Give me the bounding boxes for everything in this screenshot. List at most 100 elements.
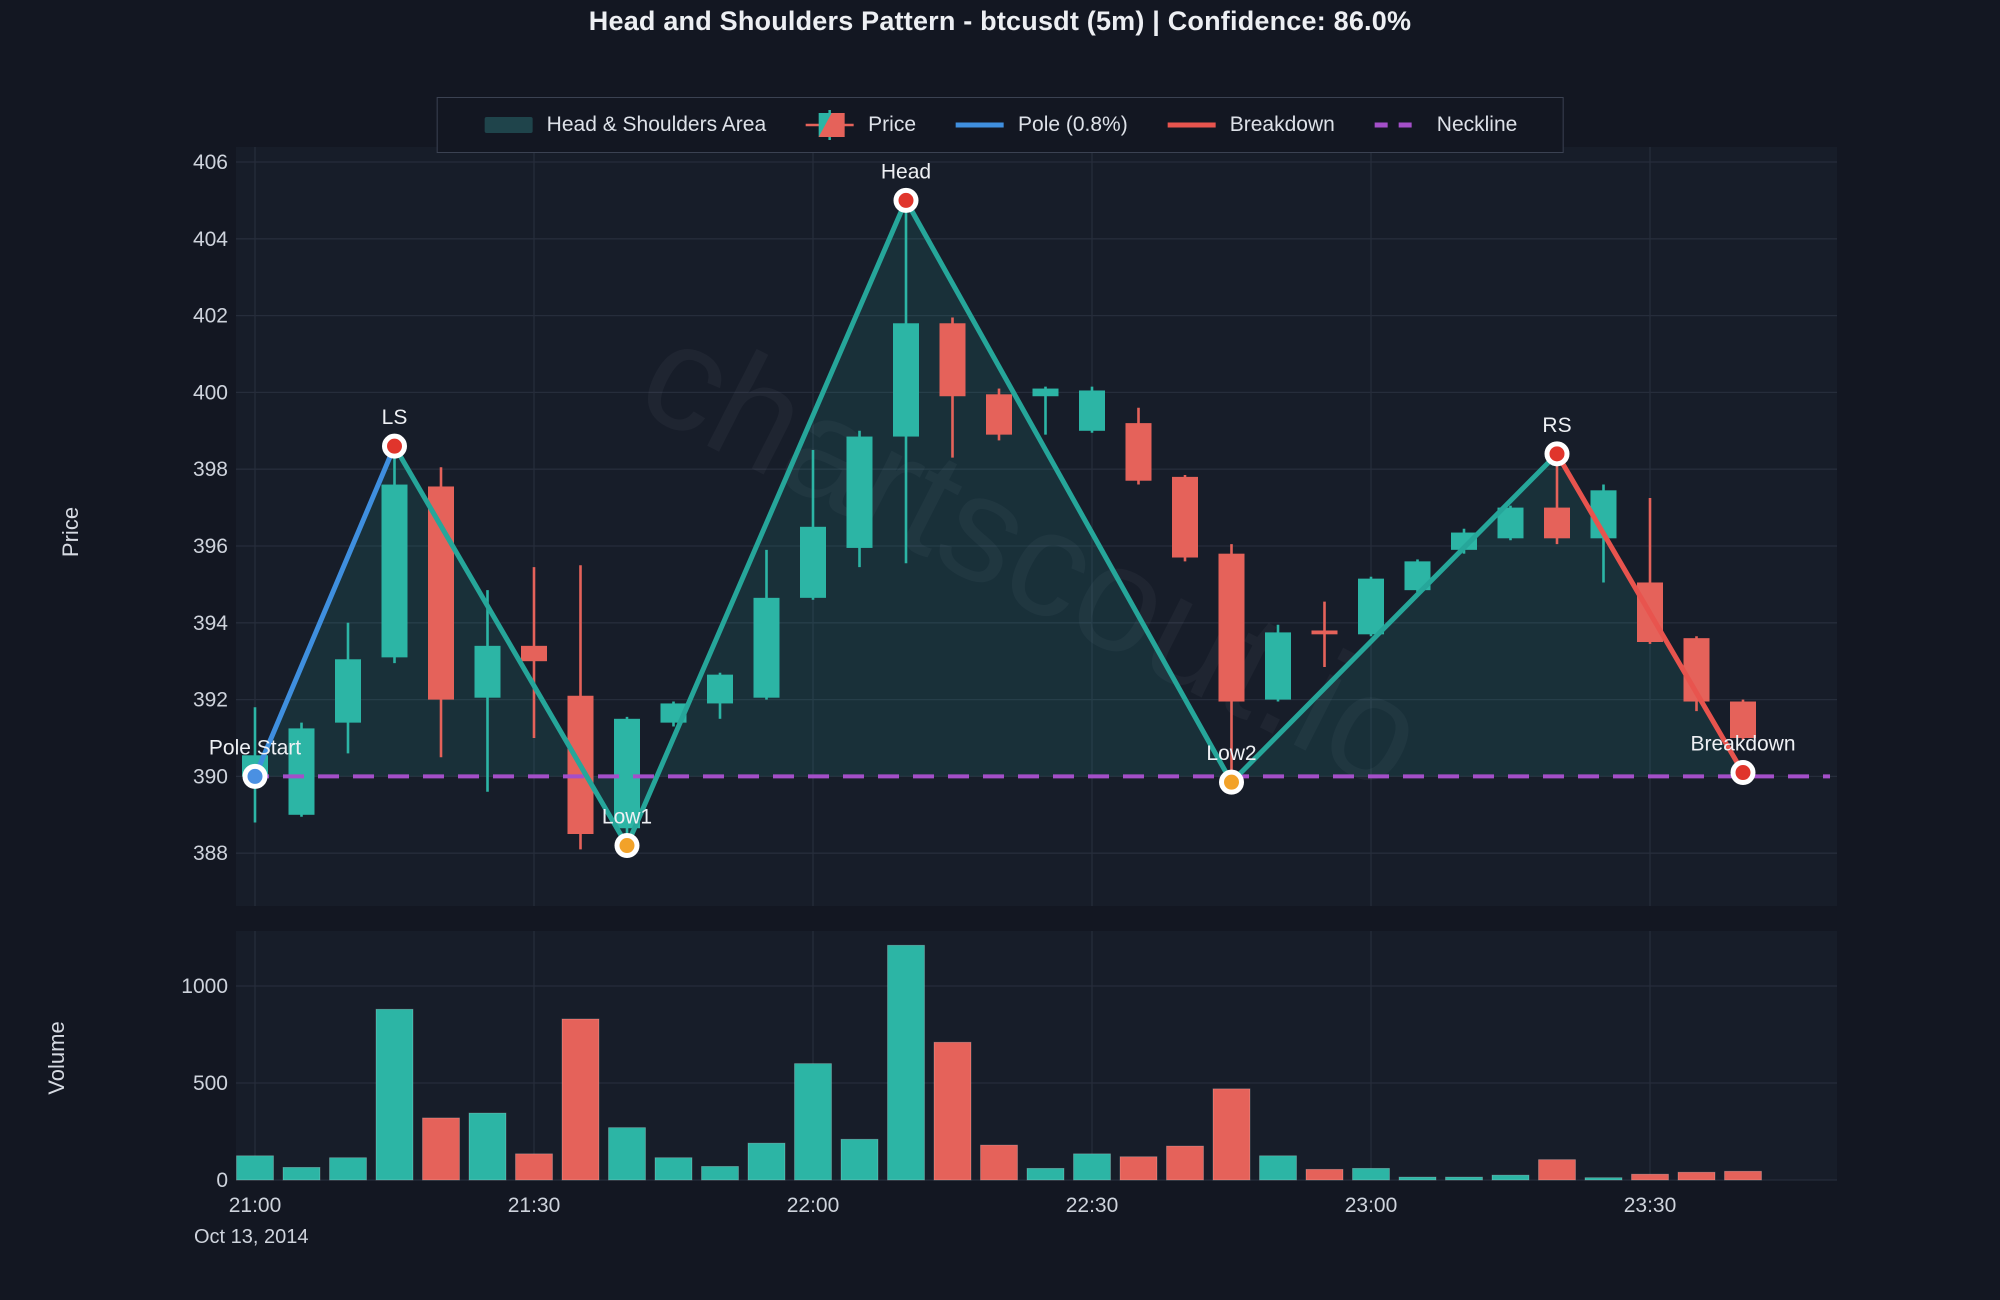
area-swatch-icon	[484, 117, 533, 133]
volume-bar	[1212, 1088, 1251, 1181]
legend-item-breakdown[interactable]: Breakdown	[1166, 113, 1335, 137]
volume-bar	[1445, 1176, 1483, 1181]
svg-text:390: 390	[193, 765, 228, 788]
annotation-low2: Low2	[1206, 742, 1256, 765]
svg-text:392: 392	[193, 689, 228, 712]
marker-low1[interactable]	[614, 833, 640, 859]
marker-low2[interactable]	[1219, 769, 1244, 795]
legend-label: Head & Shoulders Area	[546, 113, 767, 136]
candle-body	[474, 645, 501, 698]
volume-bar	[654, 1157, 693, 1181]
legend-label: Pole (0.8%)	[1018, 113, 1128, 136]
volume-bars[interactable]	[236, 944, 1762, 1181]
candle-body	[1032, 388, 1059, 397]
annotation-low1: Low1	[602, 806, 652, 829]
candlestick-swatch-icon	[806, 110, 855, 140]
volume-bar	[375, 1008, 414, 1181]
volume-axis-title: Volume	[44, 1021, 69, 1094]
volume-bar	[747, 1142, 786, 1181]
volume-bar	[561, 1018, 600, 1181]
candle-body	[753, 597, 780, 698]
svg-text:396: 396	[193, 535, 228, 558]
volume-bar	[1073, 1153, 1111, 1181]
volume-bar	[1491, 1174, 1530, 1181]
marker-pole-start[interactable]	[242, 763, 268, 789]
volume-bar	[1352, 1167, 1390, 1181]
pole-line	[252, 443, 397, 779]
candle-body	[614, 718, 640, 829]
legend-item-head-shoulders-area[interactable]: Head & Shoulders Area	[483, 113, 766, 137]
svg-text:402: 402	[193, 305, 228, 328]
volume-bar	[1631, 1173, 1669, 1181]
volume-bar	[1677, 1171, 1716, 1181]
time-axis-labels: 21:00 21:30 22:00 22:30 23:00 23:30	[229, 1194, 1677, 1217]
candle-body	[1265, 632, 1291, 700]
marker-head[interactable]	[893, 187, 919, 213]
head-shoulders-area	[255, 200, 1743, 846]
annotation-rs: RS	[1542, 414, 1571, 437]
volume-bar	[468, 1112, 507, 1181]
marker-breakdown[interactable]	[1730, 760, 1756, 786]
svg-text:23:00: 23:00	[1345, 1194, 1398, 1217]
candle-body	[1125, 423, 1152, 481]
volume-axis-labels: 1000 500 0	[181, 975, 228, 1192]
price-plot-bg[interactable]	[236, 147, 1837, 906]
volume-bar	[887, 944, 925, 1181]
svg-text:22:00: 22:00	[787, 1194, 840, 1217]
marker-rs[interactable]	[1544, 441, 1570, 467]
svg-text:388: 388	[193, 842, 228, 865]
line-swatch-icon	[1167, 122, 1216, 128]
candle-body	[521, 645, 547, 662]
legend-item-pole[interactable]: Pole (0.8%)	[954, 113, 1128, 137]
candle-body	[428, 486, 454, 700]
annotation-breakdown: Breakdown	[1690, 733, 1795, 756]
svg-text:21:00: 21:00	[229, 1194, 282, 1217]
volume-bar	[1305, 1168, 1344, 1181]
candle-body	[335, 659, 361, 723]
legend-item-neckline[interactable]: Neckline	[1373, 113, 1518, 137]
legend-label: Neckline	[1436, 113, 1518, 136]
volume-bar	[515, 1153, 553, 1181]
volume-bar	[282, 1166, 321, 1181]
candles[interactable]	[242, 211, 1756, 850]
marker-ls[interactable]	[382, 433, 407, 459]
annotation-head: Head	[881, 160, 931, 183]
volume-bar	[1259, 1155, 1297, 1181]
candle-body	[846, 436, 873, 548]
price-axis-labels: 406 404 402 400 398 396 394 392 390 388	[193, 151, 228, 865]
volume-bar	[1119, 1156, 1158, 1181]
svg-text:0: 0	[216, 1169, 228, 1192]
svg-text:394: 394	[193, 612, 228, 635]
candle-body	[893, 323, 919, 437]
volume-bar	[1026, 1167, 1065, 1181]
candle-body	[939, 323, 966, 397]
volume-bar	[1724, 1170, 1762, 1181]
volume-bar	[329, 1157, 367, 1181]
volume-bar	[840, 1138, 879, 1181]
date-label: Oct 13, 2014	[194, 1226, 309, 1248]
annotation-ls: LS	[382, 406, 408, 429]
volume-bar	[933, 1041, 972, 1181]
volume-bar	[1398, 1176, 1437, 1181]
candle-body	[1358, 578, 1384, 635]
svg-text:398: 398	[193, 458, 228, 481]
price-axis-title: Price	[58, 507, 83, 557]
candle-body	[1544, 507, 1570, 539]
volume-bar	[236, 1155, 274, 1181]
legend: Head & Shoulders Area Price Pole (0.8%) Br…	[436, 97, 1564, 153]
legend-item-price[interactable]: Price	[804, 108, 916, 142]
breakdown-line	[1554, 451, 1746, 776]
svg-text:23:30: 23:30	[1624, 1194, 1677, 1217]
volume-bar	[701, 1166, 739, 1181]
candle-body	[707, 674, 733, 704]
candle-body	[1079, 390, 1105, 431]
volume-bar	[608, 1127, 646, 1181]
volume-bar	[794, 1063, 832, 1181]
candle-body	[800, 526, 826, 598]
candle-body	[1451, 532, 1477, 550]
volume-bar	[980, 1144, 1018, 1181]
volume-bar	[1584, 1177, 1623, 1181]
svg-text:404: 404	[193, 228, 228, 251]
